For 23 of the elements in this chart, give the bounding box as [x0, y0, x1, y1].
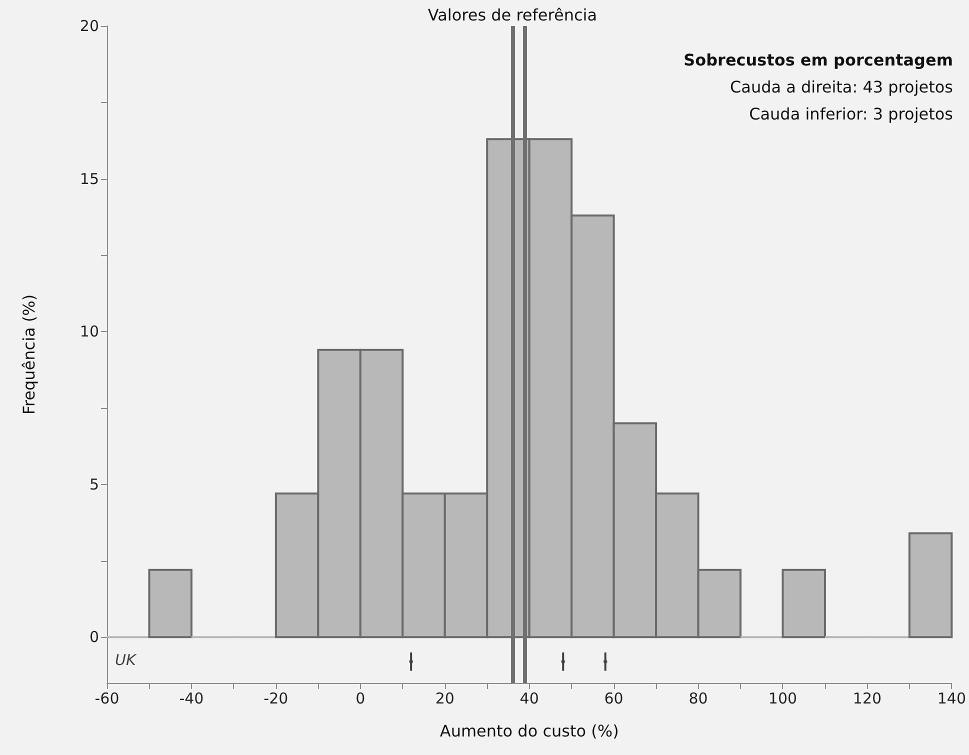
x-tick-label: 60 — [604, 690, 624, 708]
x-tick-label: -60 — [94, 690, 120, 708]
annotation: Cauda inferior: 3 projetos — [749, 104, 953, 124]
x-tick-label: 80 — [688, 690, 708, 708]
y-tick-label: 10 — [80, 322, 99, 341]
x-tick-label: 20 — [435, 690, 454, 708]
x-tick-label: 100 — [768, 690, 798, 708]
annotation: Sobrecustos em porcentagem — [684, 50, 953, 70]
x-tick-label: 140 — [937, 690, 966, 708]
y-tick-label: 20 — [80, 17, 99, 35]
x-tick-label: 0 — [356, 690, 366, 708]
y-axis-title: Frequência (%) — [20, 294, 38, 415]
x-axis-title: Aumento do custo (%) — [440, 722, 619, 740]
annotation: Cauda a direita: 43 projetos — [730, 78, 953, 96]
y-tick-label: 5 — [89, 475, 99, 494]
x-tick-label: -20 — [264, 690, 288, 708]
y-tick-label: 0 — [89, 628, 99, 646]
x-tick-label: -40 — [179, 690, 204, 708]
x-tick-label: 40 — [520, 690, 539, 708]
ref-line-label: Valores de referência — [428, 6, 598, 24]
text: UK — [115, 651, 137, 670]
y-tick-label: 15 — [80, 170, 99, 188]
x-tick-label: 120 — [852, 690, 882, 708]
